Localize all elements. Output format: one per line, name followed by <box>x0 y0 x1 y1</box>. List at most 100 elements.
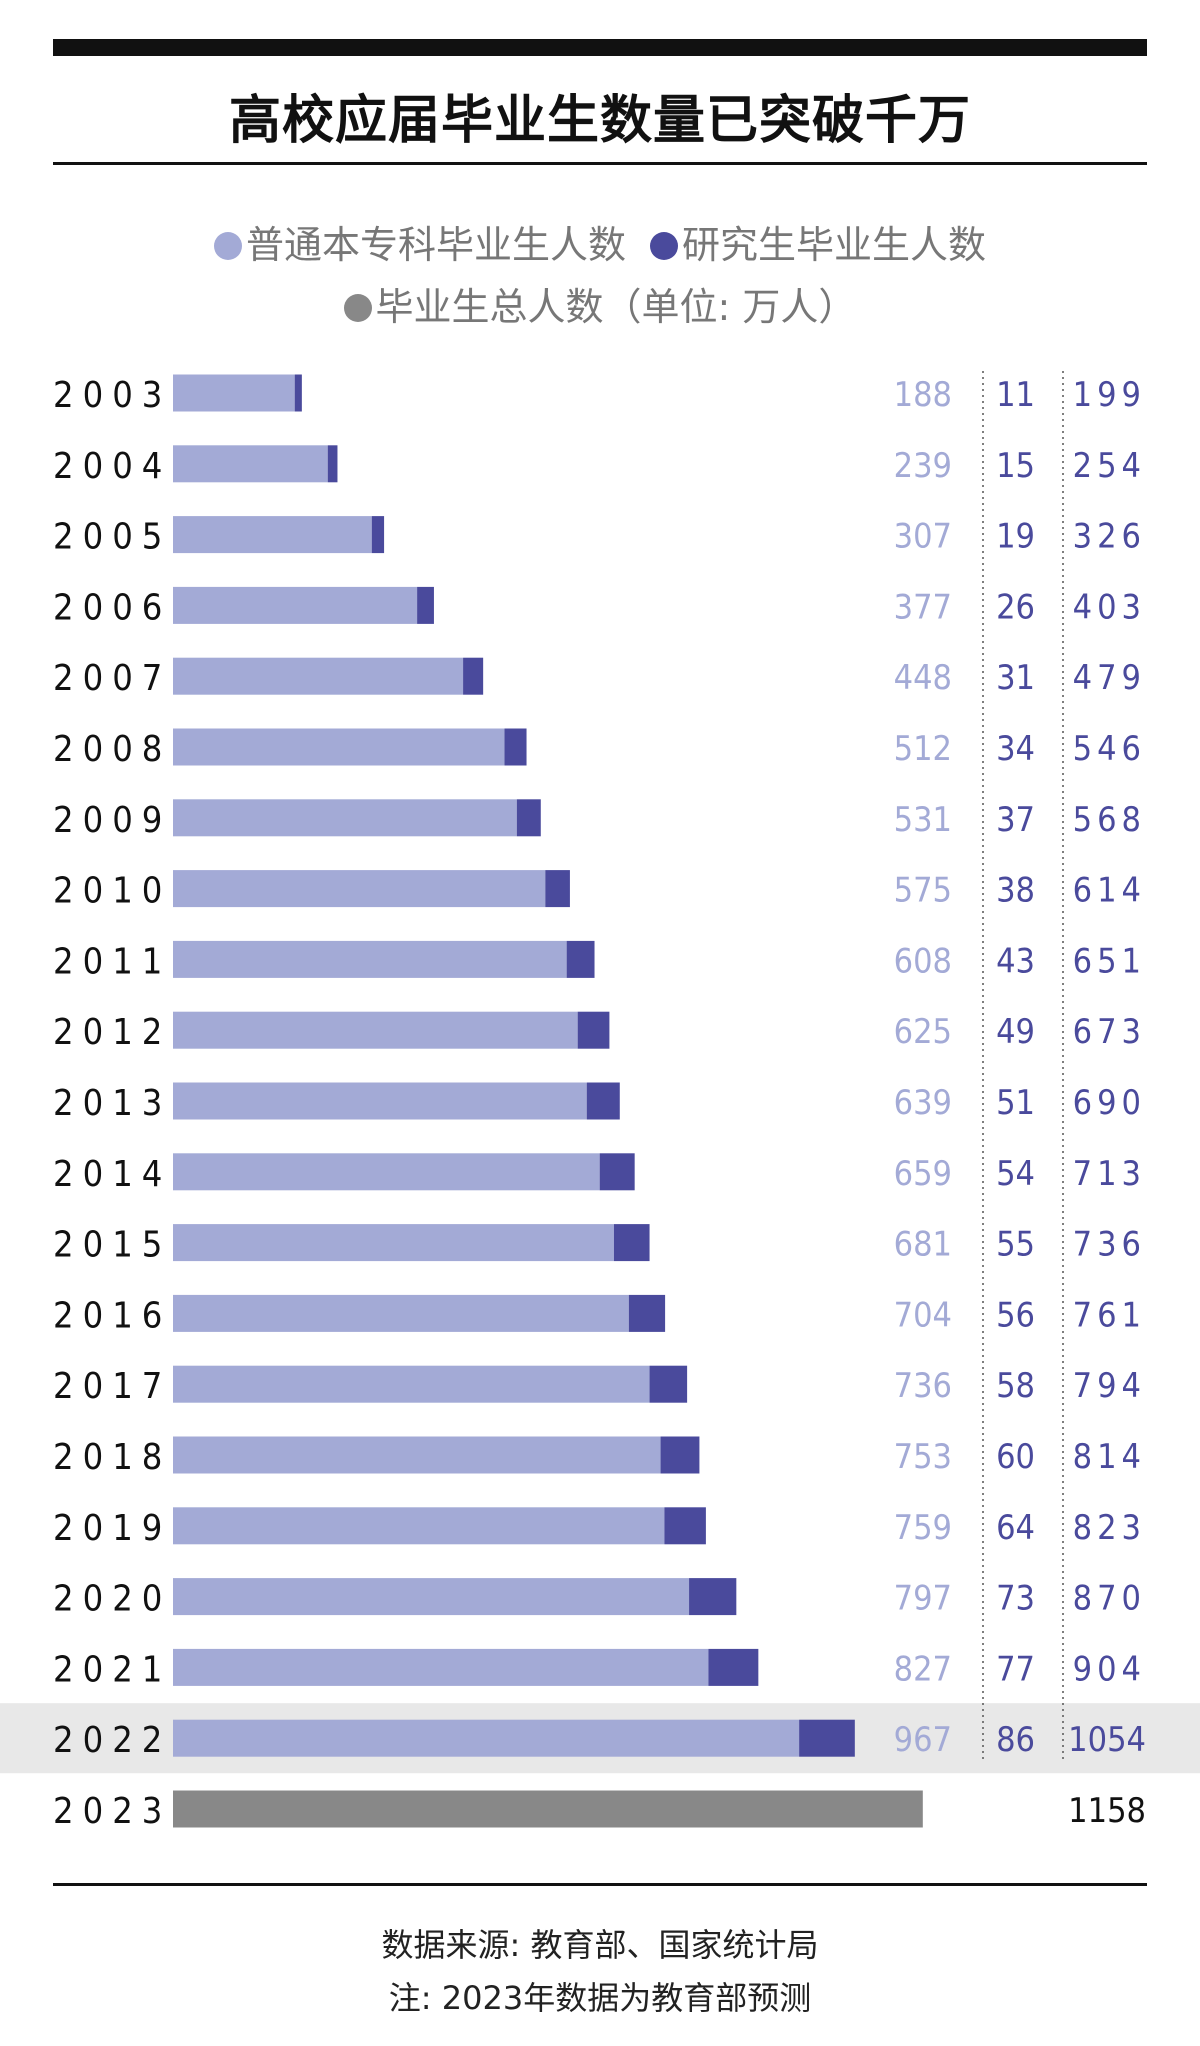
bar-graduate <box>649 1365 688 1403</box>
value-label-undergrad: 759 <box>894 1508 952 1548</box>
value-label-undergrad: 188 <box>894 375 952 415</box>
value-label-undergrad: 967 <box>894 1720 952 1760</box>
legend-label-undergrad: 普通本专科毕业生人数 <box>245 223 626 267</box>
value-label-graduate: 60 <box>996 1437 1035 1477</box>
bar-undergrad <box>173 1365 650 1403</box>
legend-row-1: 普通本专科毕业生人数 研究生毕业生人数 <box>0 214 1200 269</box>
chart-title: 高校应届毕业生数量已突破千万 <box>228 91 971 151</box>
value-label-total: 479 <box>1073 658 1146 698</box>
year-label: 2011 <box>53 941 171 982</box>
value-label-graduate: 54 <box>996 1154 1035 1194</box>
bar-graduate <box>545 870 570 908</box>
year-label: 2015 <box>53 1225 171 1266</box>
value-label-undergrad: 377 <box>894 587 952 627</box>
value-label-total: 736 <box>1073 1225 1146 1265</box>
value-label-total: 651 <box>1073 941 1146 981</box>
value-label-undergrad: 827 <box>894 1649 952 1689</box>
value-label-undergrad: 531 <box>894 800 952 840</box>
value-label-graduate: 15 <box>996 446 1035 486</box>
value-label-graduate: 31 <box>996 658 1035 698</box>
value-label-total: 254 <box>1073 446 1146 486</box>
bar-undergrad <box>173 1294 629 1332</box>
bar-undergrad <box>173 799 517 837</box>
value-label-undergrad: 797 <box>894 1579 952 1619</box>
bar-undergrad <box>173 1082 587 1120</box>
value-label-undergrad: 736 <box>894 1366 952 1406</box>
year-label: 2017 <box>53 1366 171 1407</box>
bar-undergrad <box>173 1436 661 1474</box>
footnote: 注: 2023年数据为教育部预测 <box>388 1979 812 2017</box>
value-label-total: 904 <box>1073 1649 1146 1689</box>
year-label: 2009 <box>53 800 171 841</box>
bar-graduate <box>577 1011 610 1049</box>
value-label-total: 713 <box>1073 1154 1146 1194</box>
bar-undergrad <box>173 728 505 766</box>
top-rule <box>53 39 1147 56</box>
bar-undergrad <box>173 1648 709 1686</box>
value-label-undergrad: 608 <box>894 941 952 981</box>
value-label-graduate: 58 <box>996 1366 1035 1406</box>
value-label-graduate: 51 <box>996 1083 1035 1123</box>
value-label-total: 1054 <box>1068 1720 1146 1760</box>
legend-label-total: 毕业生总人数（单位: 万人） <box>375 285 857 329</box>
year-label: 2007 <box>53 658 171 699</box>
value-label-total: 823 <box>1073 1508 1146 1548</box>
bar-undergrad <box>173 586 418 624</box>
bar-graduate <box>660 1436 700 1474</box>
value-label-total: 870 <box>1073 1579 1146 1619</box>
bar-graduate <box>799 1719 855 1757</box>
bar-graduate <box>504 728 527 766</box>
bar-undergrad <box>173 657 464 695</box>
value-label-total: 761 <box>1073 1295 1146 1335</box>
value-label-graduate: 56 <box>996 1295 1035 1335</box>
year-label: 2008 <box>53 729 171 770</box>
bar-undergrad <box>173 940 567 978</box>
year-label: 2023 <box>53 1791 171 1832</box>
year-label: 2019 <box>53 1508 171 1549</box>
value-label-graduate: 19 <box>996 517 1035 557</box>
year-label: 2016 <box>53 1295 171 1336</box>
year-label: 2004 <box>53 446 171 487</box>
legend-dot-total <box>343 294 372 322</box>
value-label-undergrad: 307 <box>894 517 952 557</box>
value-label-total: 814 <box>1073 1437 1146 1477</box>
bar-graduate <box>586 1082 620 1120</box>
data-source: 数据来源: 教育部、国家统计局 <box>381 1926 819 1964</box>
value-label-undergrad: 639 <box>894 1083 952 1123</box>
value-label-undergrad: 659 <box>894 1154 952 1194</box>
value-label-graduate: 34 <box>996 729 1035 769</box>
legend-row-2: 毕业生总人数（单位: 万人） <box>0 276 1200 331</box>
value-label-graduate: 49 <box>996 1012 1035 1052</box>
year-label: 2020 <box>53 1579 171 1620</box>
year-label: 2010 <box>53 871 171 912</box>
value-label-graduate: 55 <box>996 1225 1035 1265</box>
year-label: 2021 <box>53 1649 171 1690</box>
value-label-total: 403 <box>1073 587 1146 627</box>
bar-undergrad <box>173 374 295 412</box>
value-label-graduate: 73 <box>996 1579 1035 1619</box>
value-label-undergrad: 704 <box>894 1295 952 1335</box>
value-label-total: 568 <box>1073 800 1146 840</box>
bar-undergrad <box>173 445 328 483</box>
legend-item-graduate: 研究生毕业生人数 <box>650 214 986 269</box>
year-label: 2018 <box>53 1437 171 1478</box>
value-label-undergrad: 681 <box>894 1225 952 1265</box>
bar-graduate <box>327 445 338 483</box>
value-label-graduate: 43 <box>996 941 1035 981</box>
bar-graduate <box>689 1578 737 1616</box>
value-label-total: 199 <box>1073 375 1146 415</box>
value-label-total: 673 <box>1073 1012 1146 1052</box>
value-label-undergrad: 753 <box>894 1437 952 1477</box>
bar-undergrad <box>173 1011 578 1049</box>
value-label-graduate: 64 <box>996 1508 1035 1548</box>
year-label: 2013 <box>53 1083 171 1124</box>
bar-graduate <box>463 657 484 695</box>
bar-undergrad <box>173 516 372 554</box>
year-label: 2003 <box>53 375 171 416</box>
year-label: 2022 <box>53 1720 171 1761</box>
bar-undergrad <box>173 1153 600 1191</box>
value-label-graduate: 38 <box>996 871 1035 911</box>
value-label-total: 1158 <box>1068 1791 1146 1831</box>
bar-graduate <box>708 1648 759 1686</box>
